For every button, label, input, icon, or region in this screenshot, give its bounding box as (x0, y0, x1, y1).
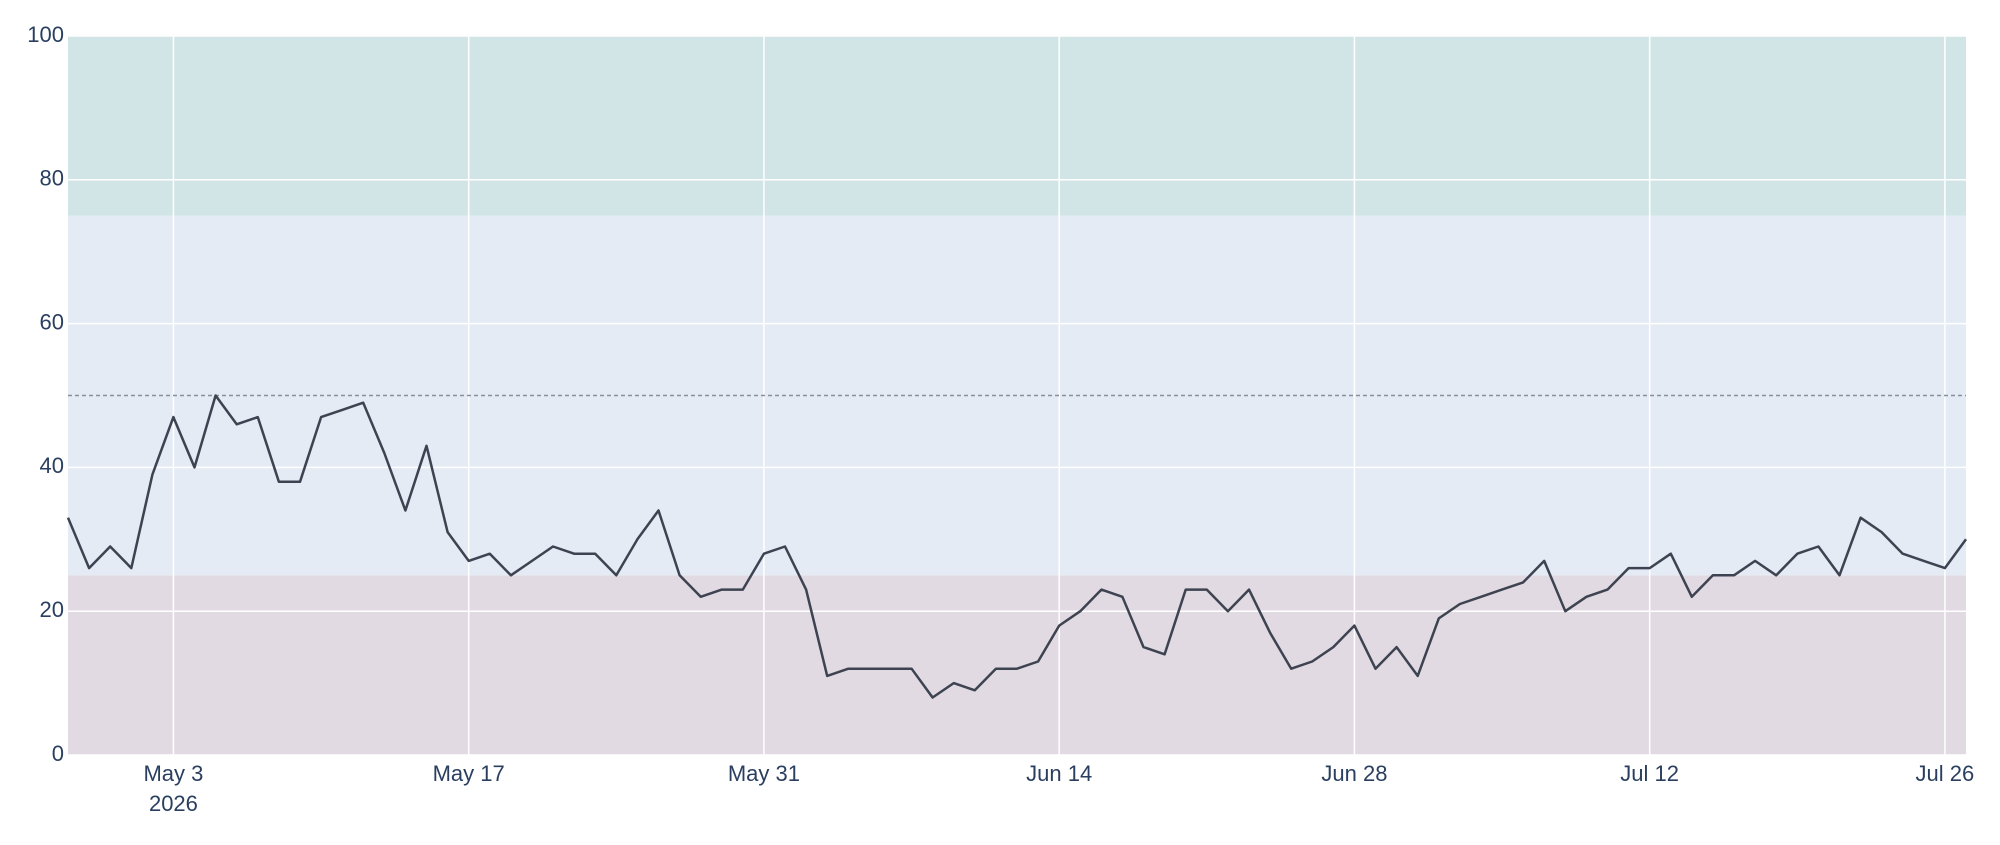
x-tick-year: 2026 (149, 791, 198, 816)
x-tick-label: May 31 (728, 761, 800, 786)
y-tick-label: 80 (40, 166, 64, 191)
band (68, 36, 1966, 216)
x-tick-label: Jun 28 (1321, 761, 1387, 786)
band (68, 575, 1966, 755)
y-tick-label: 100 (27, 22, 64, 47)
data-line (66, 394, 1968, 699)
x-tick-label: Jul 12 (1620, 761, 1679, 786)
x-tick-label: May 3 (143, 761, 203, 786)
x-tick-label: Jun 14 (1026, 761, 1092, 786)
x-tick-label: Jul 26 (1916, 761, 1975, 786)
y-tick-label: 40 (40, 453, 64, 478)
y-tick-label: 60 (40, 309, 64, 334)
y-tick-label: 20 (40, 597, 64, 622)
x-tick-label: May 17 (433, 761, 505, 786)
y-tick-label: 0 (52, 741, 64, 766)
